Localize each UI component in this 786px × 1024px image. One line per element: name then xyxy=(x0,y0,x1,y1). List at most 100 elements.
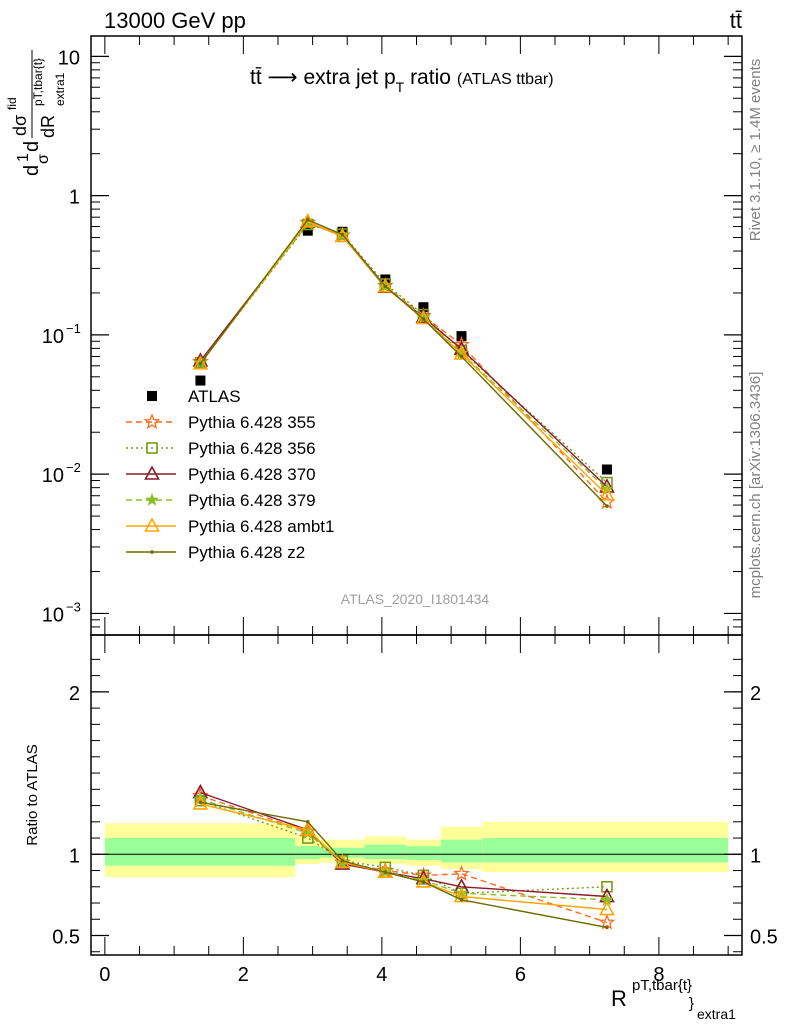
band-green-6 xyxy=(482,838,729,863)
main-point-pythia-6-428-ambt1-0 xyxy=(192,355,209,370)
y-label-one: 1 xyxy=(15,153,32,162)
x-label-sup: pT,tbar{t} xyxy=(632,977,692,994)
ratio-y-label: Ratio to ATLAS xyxy=(24,744,41,845)
x-tick-label-4: 8 xyxy=(653,964,664,986)
y-label-d2: d xyxy=(21,141,43,152)
header-process: tt̄ xyxy=(730,8,742,33)
x-tick-label-3: 6 xyxy=(515,964,526,986)
ratio-point-pythia-6-428-z2-5 xyxy=(459,897,464,902)
band-green-0 xyxy=(104,838,296,866)
main-y-tick-label-2: 10 xyxy=(42,326,64,348)
main-point-pythia-6-428-z2-1 xyxy=(305,218,310,222)
x-tick-label-2: 4 xyxy=(376,964,387,986)
legend-label-pythia-6-428-356: Pythia 6.428 356 xyxy=(188,439,316,458)
band-green-4 xyxy=(406,846,441,860)
main-point-pythia-6-428-ambt1-6 xyxy=(599,486,615,501)
ratio-point-pythia-6-428-z2-4 xyxy=(421,880,426,884)
main-series-layer xyxy=(192,212,616,510)
ratio-point-pythia-6-428-ambt1-6 xyxy=(599,900,615,916)
main-point-atlas-0 xyxy=(195,375,206,386)
y-label-dR-sup: pT,tbar{t} xyxy=(31,58,45,106)
main-y-tick-label-0: 10 xyxy=(42,604,64,626)
main-y-tick-exp-0: −3 xyxy=(66,599,81,614)
band-green-3 xyxy=(364,844,407,860)
legend-label-pythia-6-428-ambt1: Pythia 6.428 ambt1 xyxy=(188,517,334,536)
main-y-tick-label-3: 1 xyxy=(69,187,80,209)
ratio-plot-frame xyxy=(90,634,743,956)
main-point-pythia-6-428-z2-5 xyxy=(459,354,464,359)
ratio-y-tick-label-left-1: 1 xyxy=(69,845,80,867)
x-label-brace: } xyxy=(689,995,694,1012)
legend-marker-pythia-6-428-355 xyxy=(143,413,161,430)
ratio-y-tick-label-right-0: 0.5 xyxy=(750,927,778,949)
ratio-point-pythia-6-428-z2-0 xyxy=(198,800,203,805)
ratio-point-pythia-6-428-z2-3 xyxy=(383,870,388,874)
y-label-sigma: σ xyxy=(35,154,52,164)
ratio-point-pythia-6-428-355-6 xyxy=(598,913,616,930)
ratio-uncertainty-bands xyxy=(104,821,729,878)
legend-marker-pythia-6-428-356 xyxy=(146,442,158,454)
legend-marker-atlas xyxy=(147,391,157,401)
main-point-pythia-6-428-ambt1-4 xyxy=(415,309,432,325)
main-series-pythia-6-428-z2 xyxy=(198,218,609,508)
analysis-watermark: ATLAS_2020_I1801434 xyxy=(341,591,490,607)
x-tick-label-0: 0 xyxy=(99,964,110,986)
legend-marker-pythia-6-428-370 xyxy=(144,465,160,480)
plot-title-small: (ATLAS ttbar) xyxy=(457,71,554,88)
main-point-pythia-6-428-z2-3 xyxy=(383,284,388,289)
legend: ATLAS Pythia 6.428 355 Pythia 6.428 356 Pyt… xyxy=(126,387,334,562)
y-label-dsigma: dσ xyxy=(10,115,30,136)
ratio-point-pythia-6-428-z2-6 xyxy=(605,925,609,930)
legend-label-atlas: ATLAS xyxy=(188,387,241,406)
ratio-axis-ticks: 0.5 0.5 1 1 2 2 0 2 4 6 8 xyxy=(52,635,778,986)
main-y-label: d 1 σ d dσ fid dR pT,tbar{t} extra1 xyxy=(5,50,67,176)
legend-marker-pythia-6-428-z2 xyxy=(150,550,154,554)
x-tick-label-1: 2 xyxy=(238,964,249,986)
main-point-pythia-6-428-ambt1-2 xyxy=(334,227,351,243)
ratio-point-pythia-6-428-355-5 xyxy=(453,864,470,881)
band-green-2 xyxy=(319,847,365,858)
ratio-point-pythia-6-428-356-6 xyxy=(601,880,613,893)
ratio-point-pythia-6-428-z2-1 xyxy=(305,820,310,824)
plot-title-main: tt̄ ⟶ extra jet p xyxy=(250,66,396,89)
band-green-1 xyxy=(295,846,320,860)
side-text-version: Rivet 3.1.10, ≥ 1.4M events xyxy=(747,59,764,242)
band-green-5 xyxy=(440,839,483,863)
ratio-point-pythia-6-428-ambt1-1 xyxy=(299,821,316,836)
main-point-pythia-6-428-ambt1-3 xyxy=(377,277,394,293)
main-point-pythia-6-428-z2-0 xyxy=(198,362,203,366)
main-y-tick-exp-1: −2 xyxy=(66,460,81,475)
main-series-atlas xyxy=(195,225,612,475)
main-line-pythia-6-428-z2 xyxy=(199,218,608,507)
plot-title: tt̄ ⟶ extra jet pT ratio (ATLAS ttbar) xyxy=(250,66,554,95)
legend-marker-pythia-6-428-ambt1 xyxy=(144,517,160,532)
legend-label-pythia-6-428-370: Pythia 6.428 370 xyxy=(188,465,316,484)
ratio-y-tick-label-right-2: 2 xyxy=(750,683,761,705)
side-text-source: mcplots.cern.ch [arXiv:1306.3436] xyxy=(747,372,764,599)
ratio-series-layer xyxy=(192,783,616,930)
main-point-pythia-6-428-z2-2 xyxy=(340,232,345,237)
main-line-pythia-6-428-355 xyxy=(199,221,608,503)
ratio-y-tick-label-right-1: 1 xyxy=(750,845,761,867)
plot-title-tail: ratio xyxy=(404,66,451,89)
y-label-dR-sub: extra1 xyxy=(53,72,67,106)
main-point-atlas-6 xyxy=(601,464,612,475)
ratio-point-pythia-6-428-z2-2 xyxy=(340,858,345,863)
main-point-pythia-6-428-z2-6 xyxy=(605,504,609,508)
ratio-y-tick-label-left-0: 0.5 xyxy=(52,927,80,949)
legend-label-pythia-6-428-z2: Pythia 6.428 z2 xyxy=(188,543,305,562)
legend-marker-pythia-6-428-379 xyxy=(145,492,159,506)
main-y-tick-label-4: 10 xyxy=(58,47,80,69)
legend-label-pythia-6-428-379: Pythia 6.428 379 xyxy=(188,491,316,510)
plot-title-sub: T xyxy=(396,79,405,95)
y-label-dR: dR xyxy=(38,115,58,138)
main-y-tick-exp-2: −1 xyxy=(66,321,81,336)
main-point-pythia-6-428-z2-4 xyxy=(421,317,426,321)
main-series-pythia-6-428-355 xyxy=(192,213,616,510)
header-energy: 13000 GeV pp xyxy=(104,8,246,33)
legend-label-pythia-6-428-355: Pythia 6.428 355 xyxy=(188,413,316,432)
x-label-sub: extra1 xyxy=(697,1006,736,1022)
x-axis-label: R pT,tbar{t} } extra1 xyxy=(611,977,736,1022)
